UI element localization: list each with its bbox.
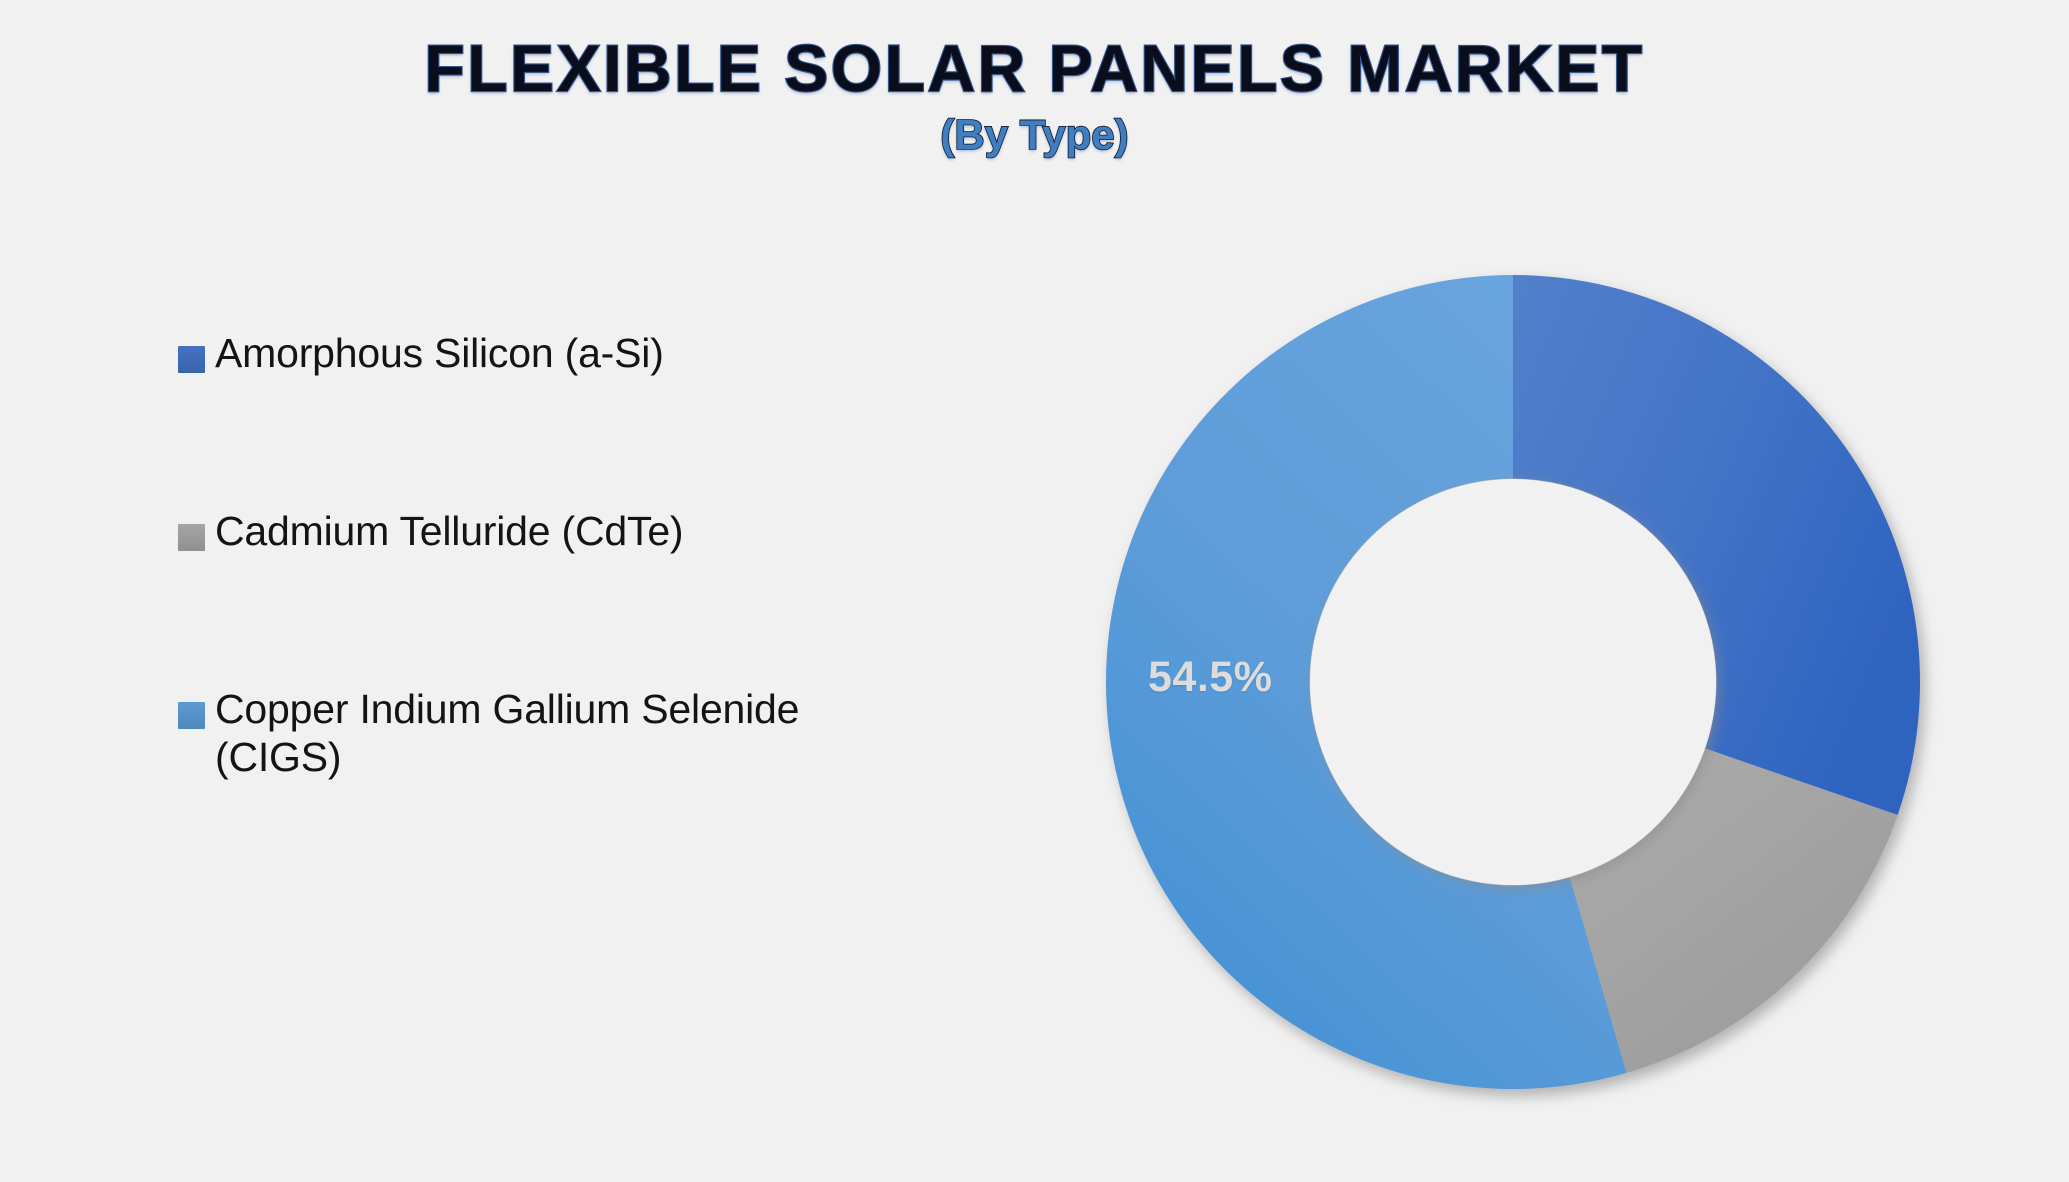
page-subtitle: (By Type) (940, 111, 1130, 159)
donut-chart (1106, 275, 1920, 1089)
slice-value-label-cigs: 54.5% (1148, 653, 1273, 701)
legend-swatch-icon (178, 701, 205, 729)
legend-item-label: Amorphous Silicon (a-Si) (215, 330, 664, 376)
legend-item-cadmium-telluride[interactable]: Cadmium Telluride (CdTe) (178, 508, 818, 556)
legend-swatch-icon (178, 523, 205, 551)
donut-slices (1106, 275, 1920, 1089)
chart-legend: Amorphous Silicon (a-Si) Cadmium Telluri… (178, 330, 818, 782)
donut-chart-svg (1106, 275, 1920, 1089)
legend-item-label: Cadmium Telluride (CdTe) (215, 507, 684, 554)
legend-swatch-icon (178, 346, 205, 373)
title-block: FLEXIBLE SOLAR PANELS MARKET (By Type) (0, 31, 2069, 159)
legend-item-copper-indium-gallium-selenide[interactable]: Copper Indium Gallium Selenide (CIGS) (178, 686, 818, 782)
page-title: FLEXIBLE SOLAR PANELS MARKET (423, 31, 1645, 105)
donut-hole (1310, 479, 1716, 885)
legend-item-amorphous-silicon[interactable]: Amorphous Silicon (a-Si) (178, 330, 818, 378)
donut-slice-copper-indium-gallium-selenide[interactable] (1106, 275, 1627, 1089)
donut-slice-cadmium-telluride[interactable] (1569, 748, 1898, 1073)
donut-slice-amorphous-silicon[interactable] (1513, 275, 1920, 816)
legend-item-label: Copper Indium Gallium Selenide (CIGS) (215, 685, 800, 780)
